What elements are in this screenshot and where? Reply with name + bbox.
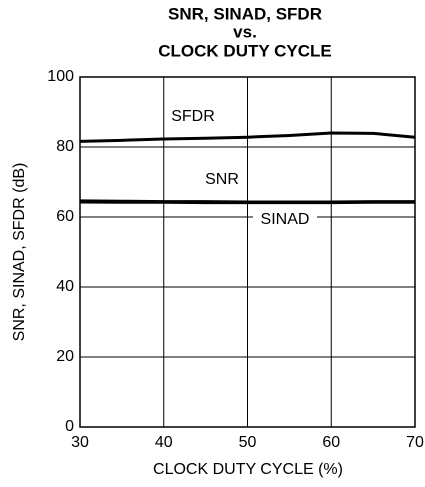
series-label: SINAD <box>261 211 310 228</box>
y-axis-label: SNR, SINAD, SFDR (dB) <box>11 163 28 342</box>
x-tick-label: 60 <box>322 434 340 451</box>
y-tick-label: 60 <box>56 208 74 225</box>
y-tick-label: 100 <box>47 68 74 85</box>
chart-title: vs. <box>233 22 257 41</box>
y-tick-label: 0 <box>65 418 74 435</box>
chart-title: SNR, SINAD, SFDR <box>168 4 322 23</box>
x-tick-label: 40 <box>155 434 173 451</box>
x-tick-label: 50 <box>239 434 257 451</box>
x-tick-label: 30 <box>71 434 89 451</box>
x-tick-label: 70 <box>406 434 424 451</box>
plot-frame <box>79 76 416 428</box>
y-tick-label: 40 <box>56 278 74 295</box>
chart-title: CLOCK DUTY CYCLE <box>158 41 331 60</box>
series-line <box>79 131 416 143</box>
series-label: SNR <box>205 171 239 188</box>
y-tick-label: 80 <box>56 138 74 155</box>
x-axis-label: CLOCK DUTY CYCLE (%) <box>153 461 343 478</box>
series-label: SFDR <box>171 108 215 125</box>
series-line <box>79 200 415 205</box>
y-tick-label: 20 <box>56 348 74 365</box>
label-background <box>253 210 317 230</box>
